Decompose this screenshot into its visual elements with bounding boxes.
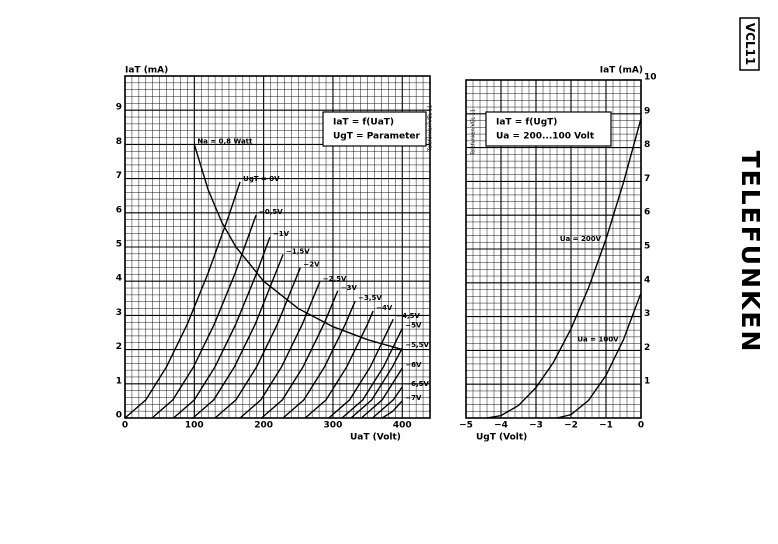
y-tick-label: 6: [116, 205, 122, 215]
plot-frame: [124, 75, 431, 419]
formula-text: Ua = 200...100 Volt: [496, 132, 595, 142]
curve: [360, 367, 403, 419]
x-tick-label: 200: [254, 421, 273, 431]
curve: [282, 300, 356, 419]
x-tick-label: −5: [459, 421, 473, 431]
y-tick-label: 9: [116, 103, 122, 113]
curve: [381, 400, 403, 419]
curve-label: Na = 0,8 Watt: [197, 137, 253, 145]
x-axis-label: UaT (Volt): [350, 433, 401, 443]
y-tick-label: 4: [116, 274, 122, 284]
y-tick-label: 9: [644, 106, 650, 116]
y-tick-label: 5: [116, 240, 122, 250]
y-tick-label: 2: [116, 342, 122, 352]
y-tick-label: 3: [644, 309, 650, 319]
curve: [192, 254, 284, 419]
curve-label: UgT = 0V: [243, 175, 280, 183]
x-tick-label: −4: [494, 421, 508, 431]
formula-text: UgT = Parameter: [333, 132, 421, 142]
curve-label: −4,5V: [396, 312, 420, 320]
x-axis-label: UgT (Volt): [476, 433, 527, 443]
y-tick-label: 0: [116, 411, 122, 421]
curve-label: −3V: [341, 284, 358, 292]
y-tick-label: 8: [116, 137, 122, 147]
curve: [173, 236, 271, 419]
curve-label: −2V: [303, 261, 320, 269]
curve-label: −2,5V: [323, 275, 347, 283]
curve-label: Ua = 200V: [560, 235, 602, 243]
curve-label: Ua = 100V: [577, 336, 619, 344]
x-tick-label: −1: [599, 421, 613, 431]
y-axis-label: IaT (mA): [600, 66, 643, 76]
x-tick-label: 0: [122, 421, 128, 431]
curve: [214, 267, 302, 419]
curve-label: −1V: [273, 230, 290, 238]
x-tick-label: 0: [638, 421, 644, 431]
curve-label: −4V: [376, 304, 393, 312]
brand: TELEFUNKEN: [736, 151, 765, 354]
x-tick-label: 400: [393, 421, 412, 431]
curve-label: −6V: [405, 361, 422, 369]
y-tick-label: 1: [644, 377, 650, 387]
y-axis-label: IaT (mA): [125, 66, 168, 76]
curve: [304, 310, 374, 419]
curve: [350, 347, 403, 419]
x-tick-label: 300: [324, 421, 343, 431]
model: VCL11: [743, 23, 757, 65]
y-tick-label: 10: [644, 73, 657, 83]
curve: [486, 118, 642, 419]
y-tick-label: 7: [644, 174, 650, 184]
curve-label: −0,5V: [259, 208, 283, 216]
stamp: Telefunken VCL 11: [428, 105, 434, 152]
formula-text: IaT = f(UaT): [333, 118, 394, 128]
curve: [151, 214, 257, 419]
y-tick-label: 5: [644, 242, 650, 252]
y-tick-label: 7: [116, 171, 122, 181]
curve: [193, 144, 403, 351]
curve-label: −3,5V: [358, 294, 382, 302]
formula-box: [485, 111, 612, 147]
y-tick-label: 3: [116, 308, 122, 318]
x-tick-label: 100: [185, 421, 204, 431]
y-tick-label: 2: [644, 343, 650, 353]
y-tick-label: 8: [644, 140, 650, 150]
curve: [239, 281, 321, 419]
plot-frame: [465, 79, 642, 419]
formula-box: [322, 111, 427, 147]
curve-label: −5,5V: [405, 341, 429, 349]
curve: [556, 292, 642, 419]
x-tick-label: −2: [564, 421, 578, 431]
curve: [124, 181, 241, 419]
y-tick-label: 1: [116, 376, 122, 386]
formula-text: IaT = f(UgT): [496, 118, 557, 128]
curve: [372, 386, 403, 419]
model-box: [739, 17, 760, 71]
curve-label: −6,5V: [405, 380, 429, 388]
x-tick-label: −3: [529, 421, 543, 431]
curve-label: −7V: [405, 394, 422, 402]
curve: [261, 290, 339, 419]
curve-label: −5V: [405, 321, 422, 329]
curve-label: −1,5V: [286, 248, 310, 256]
y-tick-label: 6: [644, 208, 650, 218]
y-tick-label: 4: [644, 275, 650, 285]
stamp: Telefunken VCL 11: [471, 109, 477, 156]
curve: [328, 318, 394, 419]
